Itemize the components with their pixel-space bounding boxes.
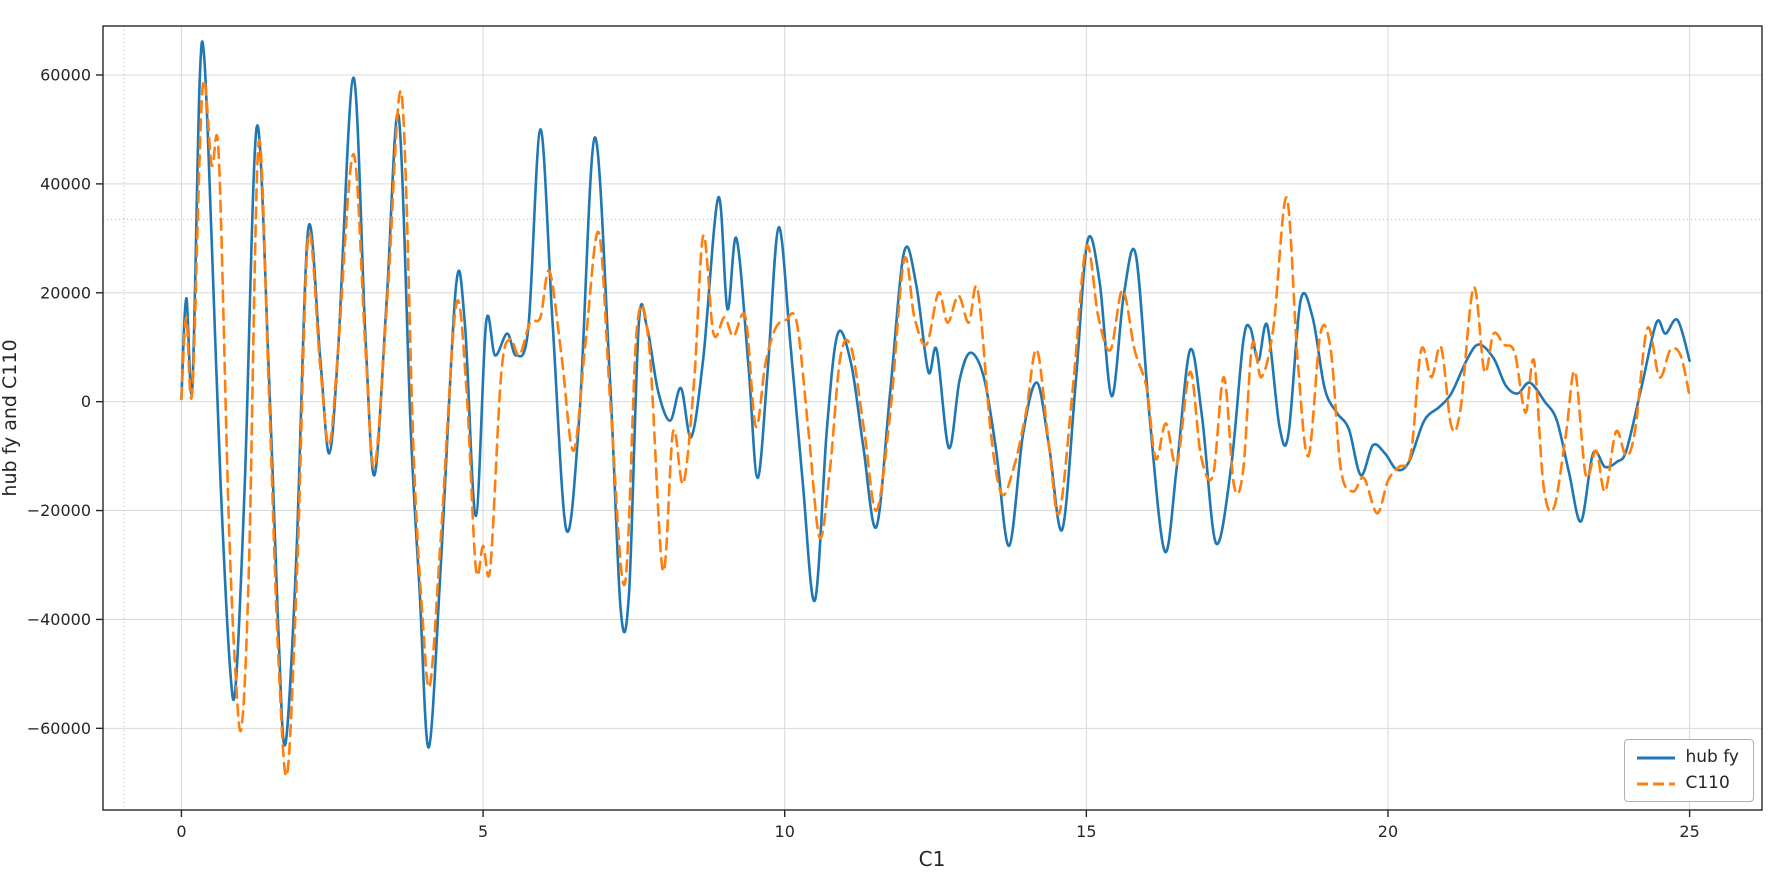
x-tick-label: 5 (478, 822, 488, 841)
legend: hub fy C110 (1623, 739, 1754, 802)
x-tick-label: 0 (176, 822, 186, 841)
legend-label-hub-fy: hub fy (1685, 747, 1740, 767)
y-tick-label: 20000 (40, 283, 91, 302)
y-tick-label: 0 (81, 392, 91, 411)
y-tick-label: −40000 (27, 610, 91, 629)
x-axis-label: C1 (918, 847, 946, 871)
legend-item-c110: C110 (1636, 773, 1740, 793)
y-tick-label: −20000 (27, 501, 91, 520)
y-tick-label: 60000 (40, 66, 91, 85)
c110-line-sample (1636, 782, 1675, 785)
x-tick-label: 20 (1378, 822, 1398, 841)
hub-fy-line-sample (1636, 756, 1675, 759)
series-line-hub-fy (180, 40, 1691, 749)
y-tick-label: −60000 (27, 719, 91, 738)
x-tick-label: 15 (1076, 822, 1096, 841)
legend-label-c110: C110 (1685, 773, 1730, 793)
legend-item-hub-fy: hub fy (1636, 747, 1740, 767)
x-tick-label: 25 (1679, 822, 1699, 841)
series-line-c110 (180, 79, 1691, 778)
x-tick-label: 10 (775, 822, 795, 841)
y-tick-label: 40000 (40, 174, 91, 193)
axes-border (102, 25, 1763, 811)
y-axis-label: hub fy and C110 (0, 339, 21, 497)
